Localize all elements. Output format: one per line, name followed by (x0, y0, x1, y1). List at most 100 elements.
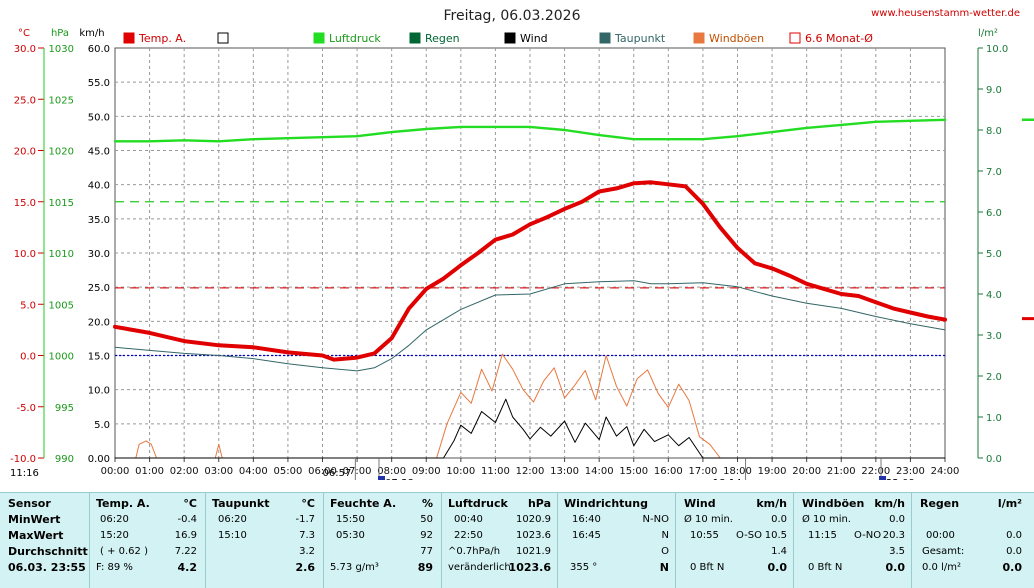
kmh-tick-label: 20.0 (88, 317, 110, 328)
x-tick-label: 07:00 (343, 466, 372, 477)
legend-item: Wind (504, 32, 548, 45)
dir-current: N (659, 561, 669, 574)
temp-tick-label: -5.0 (16, 403, 36, 414)
hpa-tick-label: 1025 (49, 95, 74, 106)
time-markers: 11:16 06:57 07:38 18:14 22:09 (10, 458, 915, 480)
website-link[interactable]: www.heusenstamm-wetter.de (871, 8, 1020, 19)
kmh-tick-label: 30.0 (88, 249, 110, 260)
x-tick-label: 24:00 (931, 466, 960, 477)
press-trend: ^0.7hPa/h (448, 546, 501, 557)
kmh-tick-label: 35.0 (88, 215, 110, 226)
rain-tick-label: 0.0 (986, 454, 1002, 465)
press-min-value: 1020.9 (516, 514, 551, 525)
col-wind-direction: Windrichtung 16:40 N-NO 16:45 N O 355 ° … (558, 493, 676, 588)
temp-current: 4.2 (177, 561, 198, 574)
x-tick-label: 00:00 (101, 466, 130, 477)
rain-tick-label: 1.0 (986, 413, 1002, 424)
moon-icon (879, 476, 887, 480)
legend-item: Windböen (693, 32, 764, 45)
rain-total-label: Gesamt: (922, 546, 965, 557)
rain-tick-label: 3.0 (986, 331, 1002, 342)
legend-label: Luftdruck (329, 32, 381, 45)
temp-tick-label: 0.0 (20, 352, 36, 363)
rain-unit: l/m² (997, 497, 1022, 510)
humid-current: 89 (417, 561, 433, 574)
hpa-tick-label: 1020 (49, 147, 74, 158)
temp-unit-label: °C (18, 28, 30, 39)
axis-labels: 00:00 01:00 02:00 03:00 04:00 05:00 06:00 07:00… (10, 44, 1008, 477)
temp-tick-label: -10.0 (10, 454, 36, 465)
gust-max-direction: O-NO (854, 530, 882, 541)
grid (114, 47, 946, 462)
temp-tick-label: 25.0 (14, 95, 36, 106)
humid-min-value: 50 (420, 514, 433, 525)
col-humidity: Feuchte A. % 15:50 50 05:30 92 77 5.73 g… (324, 493, 442, 588)
legend-item: Taupunkt (599, 32, 666, 45)
gust-series (114, 353, 946, 459)
rain-tick-label: 5.0 (986, 249, 1002, 260)
rain-tick-label: 2.0 (986, 372, 1002, 383)
dew-avg-value: 3.2 (299, 546, 315, 557)
temp-avg-diff: ( + 0.62 ) (100, 546, 148, 557)
legend-label: Windböen (709, 32, 764, 45)
rain-max-time: 00:00 (926, 530, 955, 541)
rain-tick-label: 7.0 (986, 167, 1002, 178)
temp-max-time: 15:20 (100, 530, 129, 541)
series-layer (113, 118, 1034, 459)
kmh-tick-label: 10.0 (88, 386, 110, 397)
hpa-tick-label: 1030 (49, 44, 74, 55)
legend-label: Regen (425, 32, 460, 45)
x-tick-label: 17:00 (689, 466, 718, 477)
humid-avg-value: 77 (420, 546, 433, 557)
x-tick-label: 01:00 (135, 466, 164, 477)
legend-swatch (409, 32, 421, 44)
col-pressure: Luftdruck hPa 00:40 1020.9 22:50 1023.6 … (442, 493, 558, 588)
press-max-time: 22:50 (454, 530, 483, 541)
rain-tick-label: 8.0 (986, 126, 1002, 137)
sunset-label: 18:14 (713, 478, 742, 480)
gust-avg-value: 3.5 (889, 546, 905, 557)
legend: Temp. A. Luftdruck Regen Wind Taupunkt Windbö… (123, 32, 873, 45)
hpa-tick-label: 990 (55, 454, 74, 465)
col-temp: Temp. A. °C 06:20 -0.4 15:20 16.9 ( + 0.… (90, 493, 206, 588)
gust-title: Windböen (802, 497, 865, 510)
dir-degrees: 355 ° (570, 562, 598, 573)
dew-min-time: 06:20 (218, 514, 247, 525)
legend-swatch (123, 32, 135, 44)
x-tick-label: 12:00 (516, 466, 545, 477)
sunset-civil-label: 22:09 (886, 478, 915, 480)
kmh-tick-label: 25.0 (88, 283, 110, 294)
gust-current: 0.0 (885, 561, 906, 574)
humid-max-time: 05:30 (336, 530, 365, 541)
dew-unit: °C (301, 497, 315, 510)
wind-beaufort: 0 Bft N (690, 562, 725, 573)
dir-min-value: N-NO (642, 514, 669, 525)
x-tick-label: 15:00 (619, 466, 648, 477)
row-label-sensor: Sensor (8, 497, 51, 510)
temp-tick-label: 20.0 (14, 147, 36, 158)
temperature-series (113, 180, 947, 362)
humid-max-value: 92 (420, 530, 433, 541)
hpa-tick-label: 1015 (49, 198, 74, 209)
temp-humidity: F: 89 % (96, 562, 133, 573)
temp-tick-label: 5.0 (20, 300, 36, 311)
x-tick-label: 02:00 (170, 466, 199, 477)
wind-avg10-label: Ø 10 min. (684, 514, 733, 525)
rain-current: 0.0 (1002, 561, 1023, 574)
temp-max-value: 16.9 (174, 530, 197, 541)
wind-current: 0.0 (767, 561, 788, 574)
kmh-tick-label: 50.0 (88, 112, 110, 123)
row-label-min: MinWert (8, 513, 61, 526)
x-tick-label: 18:00 (723, 466, 752, 477)
dir-max-time: 16:45 (572, 530, 601, 541)
x-tick-label: 05:00 (274, 466, 303, 477)
left-time-label: 11:16 (10, 468, 39, 479)
hpa-tick-label: 995 (55, 403, 74, 414)
x-tick-label: 10:00 (446, 466, 475, 477)
dir-title: Windrichtung (564, 497, 648, 510)
x-tick-label: 16:00 (654, 466, 683, 477)
stats-table: Sensor MinWert MaxWert Durchschnitt 06.0… (0, 492, 1034, 588)
legend-label: Taupunkt (614, 32, 666, 45)
x-tick-label: 20:00 (792, 466, 821, 477)
legend-label: Temp. A. (138, 32, 186, 45)
